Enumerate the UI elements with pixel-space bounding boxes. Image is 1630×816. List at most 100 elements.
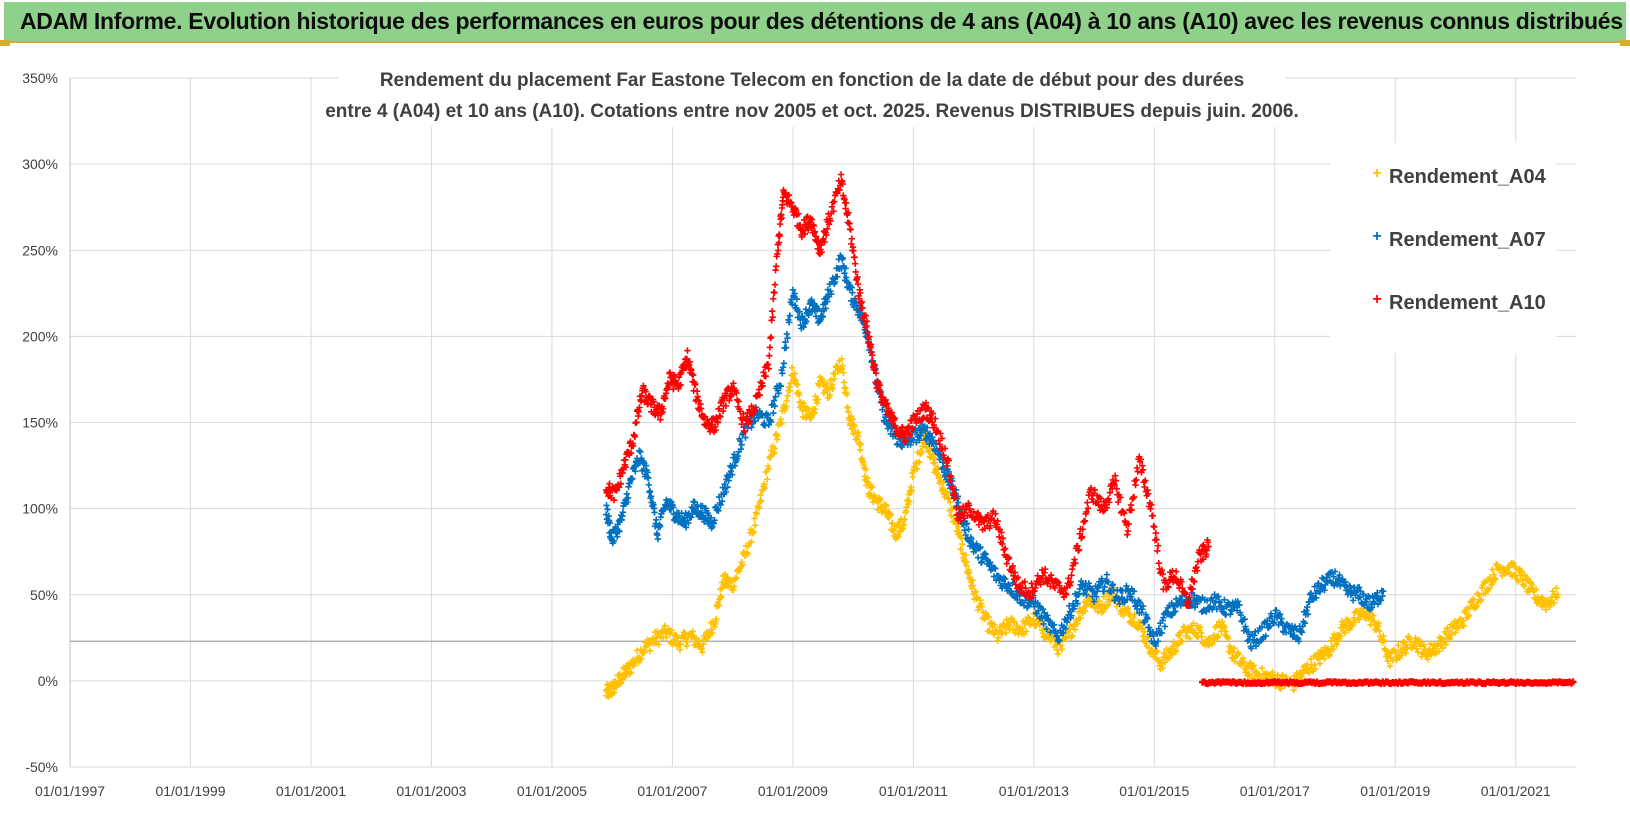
data-point xyxy=(839,180,846,188)
data-point xyxy=(1321,655,1328,662)
y-tick-label: 350% xyxy=(22,70,58,86)
data-point xyxy=(991,621,998,629)
data-point xyxy=(624,494,632,502)
data-point xyxy=(1312,665,1319,672)
data-point xyxy=(765,365,772,372)
data-point xyxy=(1133,476,1140,484)
data-point xyxy=(1112,477,1120,484)
data-point xyxy=(1046,617,1053,624)
data-point xyxy=(1040,620,1047,628)
x-tick-label: 01/01/2003 xyxy=(396,783,466,799)
data-point xyxy=(1058,646,1066,653)
data-point xyxy=(1288,622,1296,630)
data-point xyxy=(808,296,815,303)
data-point xyxy=(876,496,884,503)
data-point xyxy=(722,571,729,578)
data-point xyxy=(1072,560,1079,567)
data-point xyxy=(688,513,695,521)
data-point xyxy=(752,406,759,413)
data-point xyxy=(725,477,732,484)
data-point xyxy=(1090,598,1098,605)
data-point xyxy=(1026,589,1034,596)
data-point xyxy=(1370,612,1377,619)
data-point xyxy=(695,397,702,404)
data-point xyxy=(1011,618,1018,626)
data-point xyxy=(957,546,964,553)
data-point xyxy=(689,371,697,379)
data-point xyxy=(1413,645,1420,652)
data-point xyxy=(1197,551,1204,558)
data-point xyxy=(1159,664,1166,672)
data-point xyxy=(934,464,942,471)
data-point xyxy=(700,640,707,648)
data-point xyxy=(949,506,956,513)
data-point xyxy=(1236,601,1243,609)
data-point xyxy=(849,289,856,296)
data-point xyxy=(784,334,791,342)
data-point xyxy=(857,299,865,307)
data-point xyxy=(1131,611,1138,618)
data-point xyxy=(1514,578,1522,585)
data-point xyxy=(735,398,742,405)
data-point xyxy=(1386,662,1394,670)
data-point xyxy=(923,405,931,413)
data-point xyxy=(771,281,779,288)
data-point xyxy=(1290,686,1297,694)
data-point xyxy=(936,441,943,448)
data-point xyxy=(800,323,807,331)
data-point xyxy=(632,468,639,475)
data-point xyxy=(1095,501,1102,509)
data-point xyxy=(1084,499,1091,506)
data-point xyxy=(739,410,747,418)
data-point xyxy=(862,324,869,331)
data-point xyxy=(1063,591,1070,598)
data-point xyxy=(849,415,857,423)
data-point xyxy=(1105,578,1112,586)
chart-title-line-2: entre 4 (A04) et 10 ans (A10). Cotations… xyxy=(325,101,1299,122)
data-point xyxy=(775,390,782,397)
data-point xyxy=(767,333,775,341)
data-point xyxy=(894,533,902,541)
data-point xyxy=(940,479,947,486)
data-point xyxy=(857,289,864,297)
data-point xyxy=(1019,624,1026,632)
data-point xyxy=(1205,543,1212,550)
data-point xyxy=(758,497,765,505)
data-point xyxy=(840,379,848,386)
data-point xyxy=(677,641,684,648)
data-point xyxy=(1154,542,1162,549)
data-point xyxy=(1553,585,1560,592)
legend-label-a07: Rendement_A07 xyxy=(1389,229,1546,251)
data-point xyxy=(1068,612,1075,619)
data-point xyxy=(1371,600,1378,607)
data-point xyxy=(847,226,854,233)
data-point xyxy=(651,509,658,516)
data-point xyxy=(1150,632,1157,640)
data-point xyxy=(718,498,726,505)
x-tick-label: 01/01/2011 xyxy=(879,783,948,799)
data-point xyxy=(1435,648,1443,655)
data-point xyxy=(627,669,635,676)
data-point xyxy=(1178,578,1185,585)
data-point xyxy=(1250,662,1257,669)
y-tick-label: 50% xyxy=(30,587,58,603)
data-point xyxy=(888,409,896,416)
data-point xyxy=(1026,615,1033,622)
data-point xyxy=(1005,554,1013,561)
data-point xyxy=(695,637,702,644)
data-point xyxy=(868,351,876,359)
data-point xyxy=(614,533,621,540)
data-point xyxy=(675,373,683,381)
y-tick-label: 250% xyxy=(22,242,58,258)
data-point xyxy=(930,454,938,461)
data-point xyxy=(762,373,769,380)
data-point xyxy=(885,405,892,412)
data-point xyxy=(701,413,709,420)
data-point xyxy=(1077,615,1084,622)
data-point xyxy=(764,476,771,483)
data-point xyxy=(766,352,773,359)
data-point xyxy=(1091,486,1099,494)
data-point xyxy=(1047,571,1055,579)
x-tick-label: 01/01/2001 xyxy=(276,783,346,799)
data-point xyxy=(786,312,794,319)
